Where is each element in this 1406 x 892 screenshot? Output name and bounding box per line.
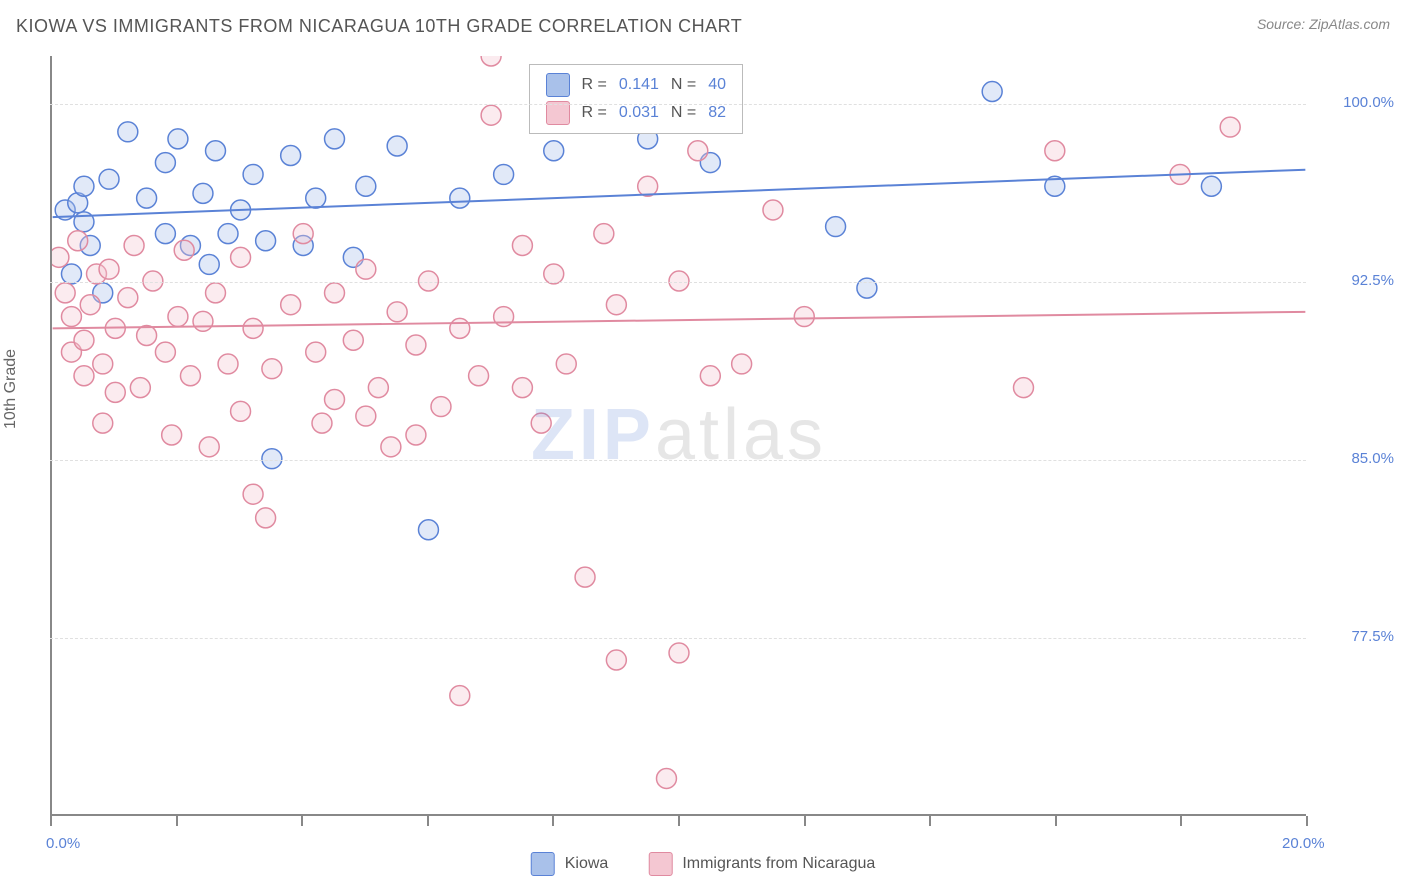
swatch-icon [546, 73, 570, 97]
source-credit: Source: ZipAtlas.com [1257, 16, 1390, 32]
y-tick-label: 100.0% [1343, 94, 1394, 111]
scatter-svg [52, 56, 1306, 814]
legend-row-kiowa: R =0.141 N =40 [546, 71, 727, 99]
y-tick-label: 77.5% [1351, 628, 1394, 645]
y-axis-label: 10th Grade [2, 349, 20, 429]
correlation-legend: R =0.141 N =40 R =0.031 N =82 [529, 64, 744, 134]
legend-item-kiowa: Kiowa [531, 852, 609, 876]
x-tick-label: 20.0% [1282, 835, 1325, 852]
swatch-icon [546, 101, 570, 125]
swatch-icon [648, 852, 672, 876]
x-tick-label: 0.0% [46, 835, 80, 852]
legend-item-nicaragua: Immigrants from Nicaragua [648, 852, 875, 876]
y-tick-label: 85.0% [1351, 450, 1394, 467]
chart-plot-area: ZIPatlas R =0.141 N =40 R =0.031 N =82 [50, 56, 1306, 816]
y-tick-label: 92.5% [1351, 272, 1394, 289]
series-legend: Kiowa Immigrants from Nicaragua [531, 852, 876, 876]
chart-title: KIOWA VS IMMIGRANTS FROM NICARAGUA 10TH … [16, 16, 742, 37]
swatch-icon [531, 852, 555, 876]
